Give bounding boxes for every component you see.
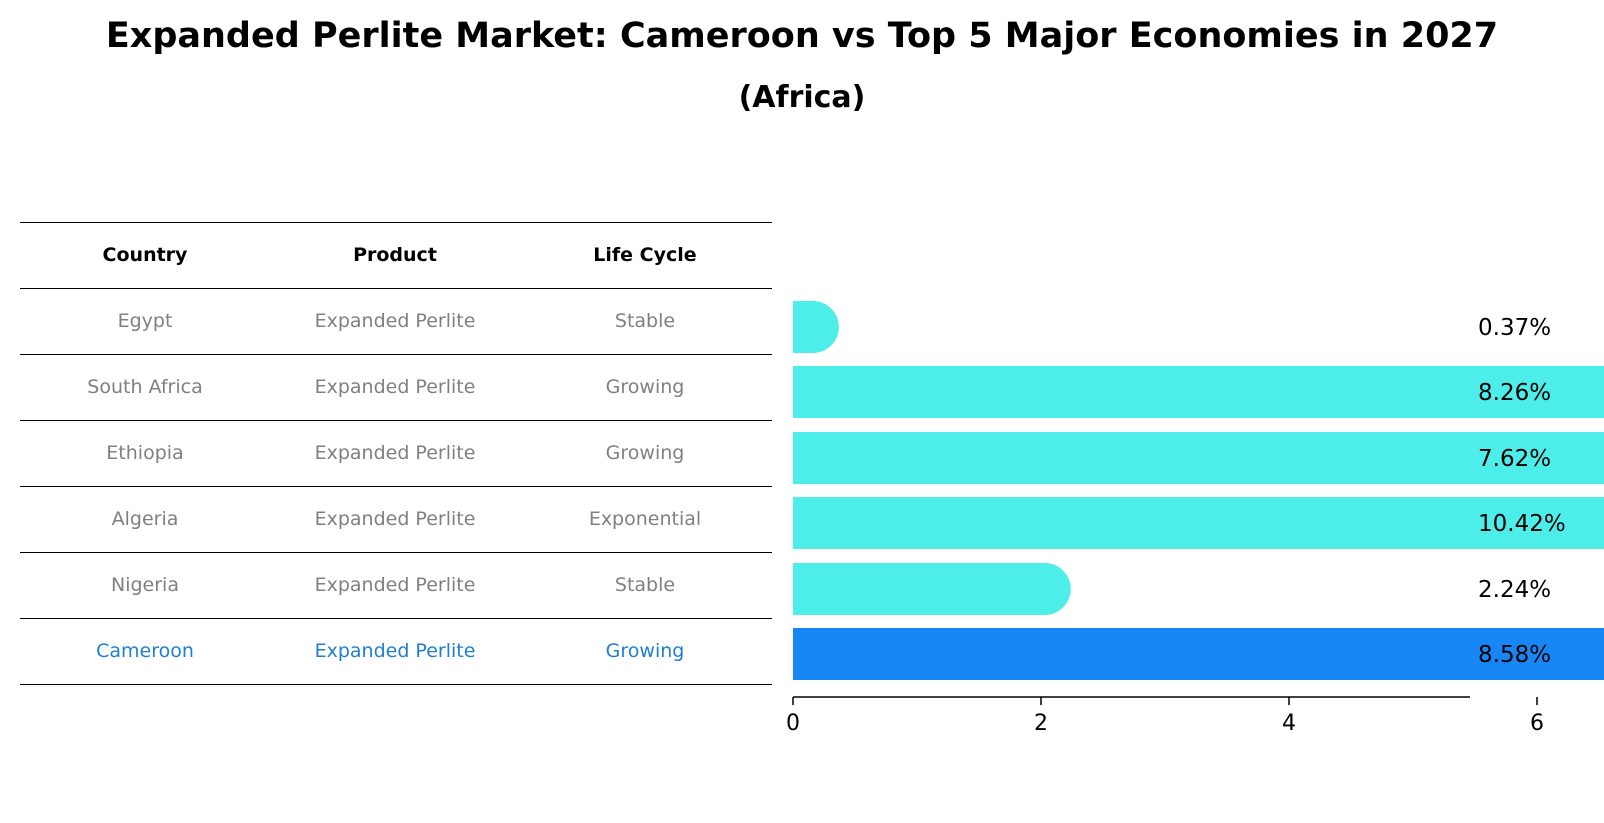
bar-south-africa [793, 366, 1604, 418]
x-tick-label: 2 [1034, 711, 1048, 736]
table-divider [20, 684, 772, 685]
table-cell-product: Expanded Perlite [314, 310, 476, 332]
chart-title: Expanded Perlite Market: Cameroon vs Top… [105, 16, 1499, 56]
header-country: Country [102, 244, 188, 266]
table-cell-country: South Africa [87, 376, 203, 398]
table-cell-life-cycle: Growing [605, 376, 685, 398]
value-label: 8.26% [1478, 380, 1551, 406]
bar-nigeria [793, 563, 1071, 615]
header-life-cycle: Life Cycle [593, 244, 697, 266]
x-tick-label: 6 [1530, 711, 1544, 736]
table-cell-product: Expanded Perlite [314, 442, 476, 464]
table-cell-country: Ethiopia [106, 442, 184, 464]
bar-ethiopia [793, 432, 1604, 484]
value-label: 7.62% [1478, 446, 1551, 472]
header-product: Product [353, 244, 437, 266]
chart-subtitle: (Africa) [738, 80, 866, 115]
table-divider [20, 486, 772, 487]
bar-egypt [793, 301, 839, 353]
table-cell-life-cycle: Growing [605, 640, 685, 662]
x-tick-label: 4 [1282, 711, 1296, 736]
table-divider [20, 288, 772, 289]
table-cell-product: Expanded Perlite [314, 508, 476, 530]
x-tick-label: 0 [786, 711, 800, 736]
table-cell-country: Cameroon [96, 640, 194, 662]
table-cell-life-cycle: Stable [614, 310, 676, 332]
table-divider [20, 222, 772, 223]
table-cell-life-cycle: Exponential [588, 508, 702, 530]
bar-algeria [793, 497, 1604, 549]
table-cell-product: Expanded Perlite [314, 376, 476, 398]
table-cell-product: Expanded Perlite [314, 640, 476, 662]
table-cell-country: Algeria [111, 508, 179, 530]
table-cell-country: Egypt [117, 310, 173, 332]
value-label: 10.42% [1478, 511, 1566, 537]
value-label: 8.58% [1478, 642, 1551, 668]
table-divider [20, 354, 772, 355]
value-label: 2.24% [1478, 577, 1551, 603]
table-cell-product: Expanded Perlite [314, 574, 476, 596]
bar-cameroon [793, 628, 1604, 680]
table-cell-life-cycle: Stable [614, 574, 676, 596]
table-cell-country: Nigeria [111, 574, 179, 596]
table-divider [20, 618, 772, 619]
value-label: 0.37% [1478, 315, 1551, 341]
table-divider [20, 552, 772, 553]
table-cell-life-cycle: Growing [605, 442, 685, 464]
table-divider [20, 420, 772, 421]
